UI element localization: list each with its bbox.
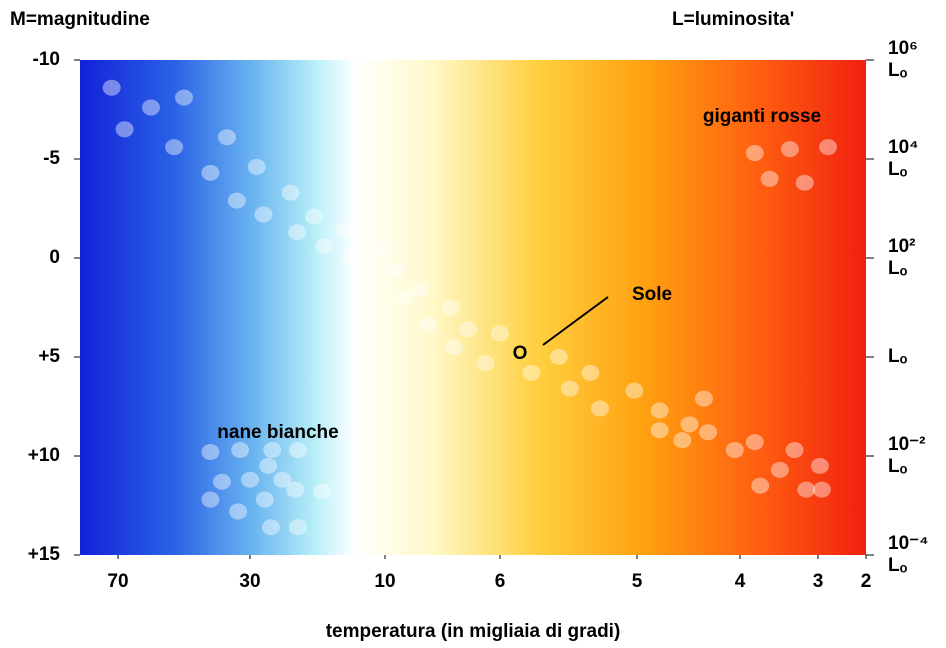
star bbox=[335, 222, 354, 239]
star bbox=[175, 89, 193, 106]
star bbox=[288, 519, 307, 536]
star bbox=[819, 139, 838, 156]
star bbox=[254, 206, 273, 223]
star bbox=[410, 281, 429, 298]
y-tick-label: -5 bbox=[43, 148, 60, 169]
x-tick-label: 3 bbox=[813, 571, 824, 592]
star bbox=[812, 481, 831, 498]
star bbox=[797, 481, 816, 498]
star bbox=[751, 477, 770, 494]
star bbox=[201, 164, 220, 181]
star bbox=[201, 444, 220, 461]
star bbox=[315, 238, 334, 255]
star bbox=[745, 434, 764, 451]
y2-tick-label: Lₒ bbox=[888, 346, 908, 367]
star bbox=[115, 121, 134, 138]
sun-pointer bbox=[542, 296, 609, 346]
star bbox=[212, 473, 231, 490]
sun-marker: O bbox=[513, 343, 528, 364]
star bbox=[745, 145, 764, 162]
y-tick-label: -10 bbox=[33, 49, 60, 70]
annotation: giganti rosse bbox=[703, 106, 821, 127]
star bbox=[650, 422, 669, 439]
star bbox=[247, 158, 266, 175]
x-tick-label: 5 bbox=[632, 571, 643, 592]
star bbox=[288, 224, 307, 241]
star bbox=[419, 317, 438, 334]
star bbox=[165, 139, 184, 156]
star bbox=[102, 79, 121, 96]
star bbox=[387, 261, 406, 278]
y2-tick-label: 10⁴ Lₒ bbox=[888, 137, 919, 180]
star bbox=[810, 457, 829, 474]
star bbox=[780, 141, 799, 158]
y2-tick-label: 10⁻⁴ Lₒ bbox=[888, 533, 929, 576]
star bbox=[281, 184, 300, 201]
star bbox=[725, 442, 744, 459]
y-tick-label: +15 bbox=[28, 544, 61, 565]
x-tick-label: 6 bbox=[495, 571, 506, 592]
x-tick-label: 70 bbox=[107, 571, 128, 592]
annotation: nane bianche bbox=[217, 422, 338, 443]
star bbox=[650, 402, 669, 419]
star bbox=[142, 99, 160, 116]
x-title: temperatura (in migliaia di gradi) bbox=[326, 621, 621, 642]
star bbox=[231, 442, 250, 459]
star bbox=[396, 289, 415, 306]
star bbox=[261, 519, 280, 536]
star bbox=[549, 349, 568, 365]
star bbox=[286, 481, 305, 498]
star bbox=[288, 442, 307, 459]
star bbox=[273, 471, 292, 488]
star bbox=[680, 416, 699, 433]
annotation: Sole bbox=[632, 284, 672, 305]
y2-title: L=luminosita' bbox=[672, 9, 794, 30]
x-tick-label: 2 bbox=[861, 571, 872, 592]
x-tick-label: 4 bbox=[735, 571, 746, 592]
star bbox=[785, 442, 804, 459]
star bbox=[625, 382, 644, 399]
y-title: M=magnitudine bbox=[10, 9, 150, 30]
star bbox=[491, 325, 509, 342]
star bbox=[581, 364, 600, 381]
star bbox=[560, 380, 579, 397]
star bbox=[259, 457, 278, 474]
star bbox=[305, 208, 324, 225]
x-tick-label: 10 bbox=[374, 571, 395, 592]
y-tick-label: +10 bbox=[28, 445, 60, 466]
y-tick-label: +5 bbox=[38, 346, 60, 367]
star bbox=[694, 390, 713, 407]
spectrum bbox=[80, 60, 866, 555]
star bbox=[263, 442, 282, 459]
y2-tick-label: 10⁶ Lₒ bbox=[888, 38, 918, 81]
star bbox=[795, 174, 814, 191]
star bbox=[375, 242, 394, 259]
star bbox=[217, 129, 236, 146]
star bbox=[255, 491, 274, 508]
star bbox=[229, 503, 248, 520]
star bbox=[591, 400, 610, 417]
y2-tick-label: 10² Lₒ bbox=[888, 236, 916, 279]
y-tick-label: 0 bbox=[49, 247, 60, 268]
star bbox=[227, 192, 246, 209]
star bbox=[241, 471, 259, 488]
star bbox=[459, 321, 478, 338]
x-tick-label: 30 bbox=[239, 571, 260, 592]
star bbox=[445, 339, 463, 356]
star bbox=[313, 483, 332, 500]
y2-tick-label: 10⁻² Lₒ bbox=[888, 434, 926, 477]
star bbox=[476, 354, 495, 371]
star bbox=[699, 424, 718, 441]
star bbox=[522, 364, 541, 381]
star bbox=[342, 250, 361, 266]
star bbox=[760, 170, 779, 187]
star bbox=[673, 432, 692, 449]
star bbox=[442, 299, 461, 316]
star bbox=[770, 461, 789, 478]
star bbox=[201, 491, 220, 508]
